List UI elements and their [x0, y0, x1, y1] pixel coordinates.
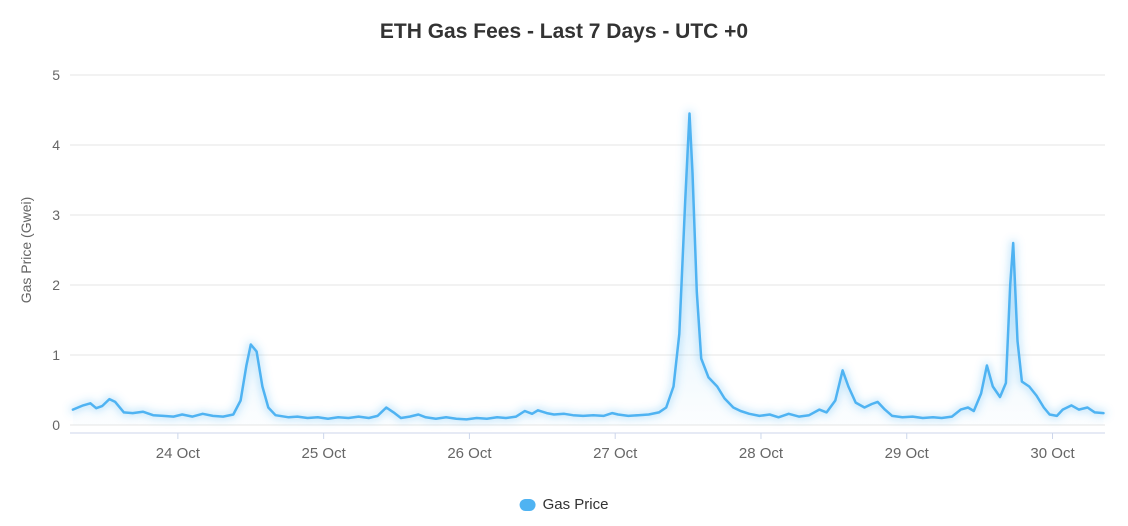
x-tick-label: 25 Oct — [302, 445, 347, 462]
y-tick-label: 2 — [52, 277, 60, 293]
x-tick-label: 27 Oct — [593, 445, 638, 462]
x-axis: 24 Oct 25 Oct 26 Oct 27 Oct 28 Oct 29 Oct 30 O… — [70, 432, 1105, 462]
series-line-glow — [69, 110, 1107, 423]
x-tick-label: 28 Oct — [739, 445, 784, 462]
x-tick-label: 24 Oct — [156, 445, 201, 462]
y-tick-label: 1 — [52, 347, 60, 363]
legend-label: Gas Price — [542, 496, 609, 513]
y-tick-label: 0 — [52, 417, 60, 433]
series-line — [71, 112, 1105, 421]
y-tick-label: 3 — [52, 207, 60, 223]
y-tick-label: 4 — [52, 137, 60, 153]
y-tick-label: 5 — [52, 67, 60, 83]
series-area — [72, 113, 1104, 425]
legend-marker-icon — [519, 498, 536, 511]
y-axis-labels: 0 1 2 3 4 5 — [52, 67, 60, 433]
legend-item-gas-price[interactable]: Gas Price — [519, 496, 609, 513]
chart-title: ETH Gas Fees - Last 7 Days - UTC +0 — [379, 20, 749, 43]
x-tick-label: 29 Oct — [885, 445, 930, 462]
x-tick-label: 26 Oct — [447, 445, 492, 462]
x-tick-label: 30 Oct — [1030, 445, 1075, 462]
series-gas-price — [69, 110, 1107, 425]
gridlines — [70, 74, 1105, 426]
